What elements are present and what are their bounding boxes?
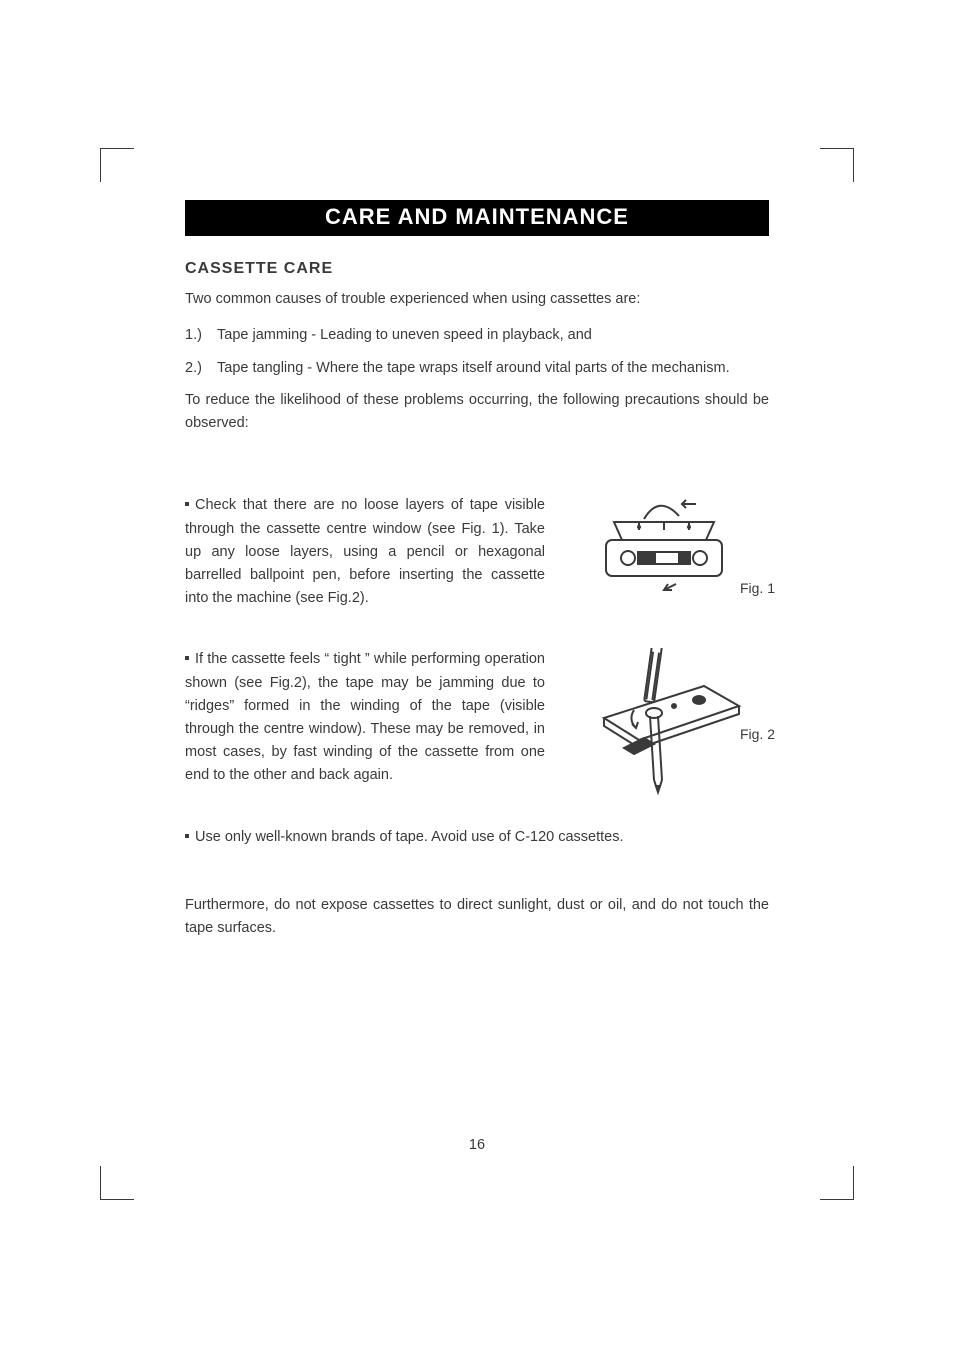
numbered-list: 1.) Tape jamming - Leading to uneven spe… <box>185 324 769 379</box>
figure-1: Fig. 1 <box>569 494 769 614</box>
bullet-block-2: If the cassette feels “ tight ” while pe… <box>185 648 769 798</box>
crop-mark-top-right <box>820 148 854 182</box>
crop-mark-bottom-left <box>100 1166 134 1200</box>
crop-mark-top-left <box>100 148 134 182</box>
section-title: CASSETTE CARE <box>185 260 769 278</box>
page-header-bar: CARE AND MAINTENANCE <box>185 200 769 236</box>
cassette-top-icon <box>584 494 754 614</box>
figure-2: Fig. 2 <box>569 648 769 798</box>
bullet-text: If the cassette feels “ tight ” while pe… <box>185 648 569 787</box>
bullet-block-1: Check that there are no loose layers of … <box>185 494 769 614</box>
closing-text: Furthermore, do not expose cassettes to … <box>185 894 769 940</box>
page-number: 16 <box>0 1137 954 1153</box>
list-text: Tape jamming - Leading to uneven speed i… <box>217 324 769 346</box>
bullet-block-3: Use only well-known brands of tape. Avoi… <box>185 826 769 849</box>
intro-text: Two common causes of trouble experienced… <box>185 288 769 310</box>
cassette-pencil-icon <box>584 648 754 798</box>
bullet-icon <box>185 656 189 660</box>
list-text: Tape tangling - Where the tape wraps its… <box>217 357 769 379</box>
figure-2-caption: Fig. 2 <box>740 726 775 742</box>
bullet-content: Check that there are no loose layers of … <box>185 497 545 606</box>
bullet-icon <box>185 834 189 838</box>
list-number: 2.) <box>185 357 217 379</box>
page: CARE AND MAINTENANCE CASSETTE CARE Two c… <box>0 0 954 1348</box>
precaution-intro: To reduce the likelihood of these proble… <box>185 389 769 434</box>
list-item: 1.) Tape jamming - Leading to uneven spe… <box>185 324 769 346</box>
bullet-content: Use only well-known brands of tape. Avoi… <box>195 829 624 845</box>
bullet-icon <box>185 502 189 506</box>
list-number: 1.) <box>185 324 217 346</box>
figure-1-caption: Fig. 1 <box>740 580 775 596</box>
bullet-content: If the cassette feels “ tight ” while pe… <box>185 651 545 783</box>
bullet-text: Check that there are no loose layers of … <box>185 494 569 610</box>
crop-mark-bottom-right <box>820 1166 854 1200</box>
page-title: CARE AND MAINTENANCE <box>185 204 769 230</box>
list-item: 2.) Tape tangling - Where the tape wraps… <box>185 357 769 379</box>
